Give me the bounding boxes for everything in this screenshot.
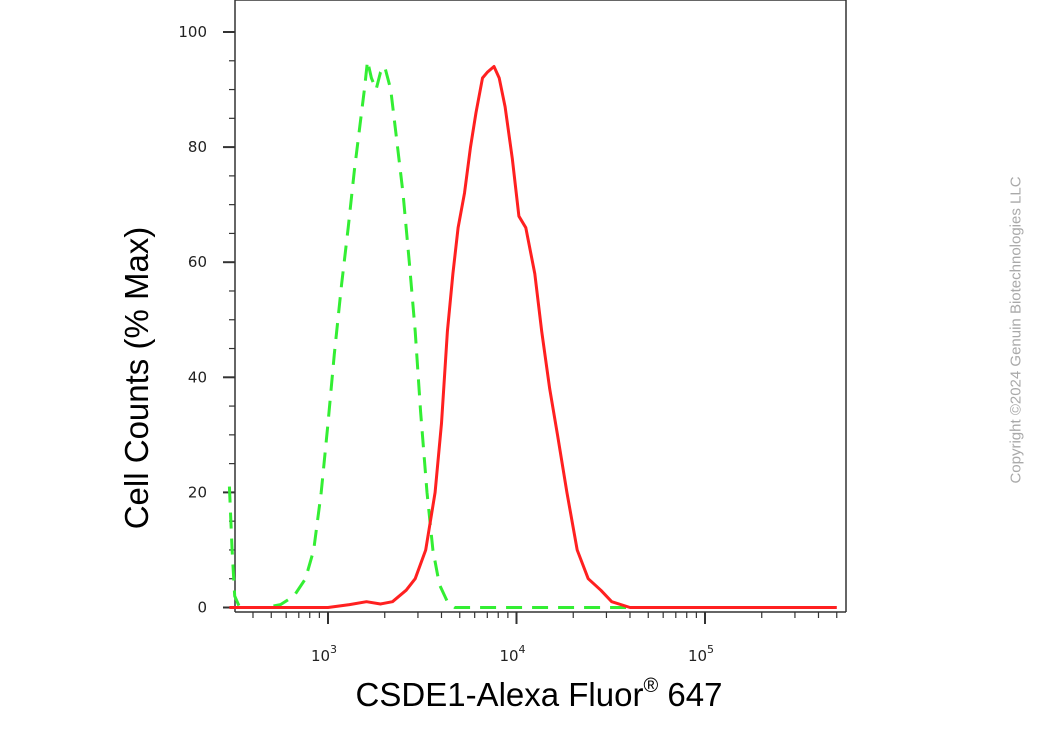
y-tick-label: 20 bbox=[188, 483, 207, 501]
series-line-solid bbox=[229, 65, 837, 609]
x-tick-label-base: 10 bbox=[688, 647, 707, 665]
x-tick-label: 105 bbox=[688, 643, 714, 665]
x-tick-label: 104 bbox=[499, 643, 525, 665]
series-layer bbox=[227, 59, 837, 609]
x-tick-label: 103 bbox=[311, 643, 337, 665]
copyright-text: Copyright ©2024 Genuin Biotechnologies L… bbox=[1007, 176, 1025, 484]
x-axis-title-superscript: ® bbox=[643, 675, 658, 697]
x-tick-label-exponent: 3 bbox=[330, 643, 337, 656]
y-tick-label: 40 bbox=[188, 368, 207, 386]
x-tick-label-exponent: 4 bbox=[519, 643, 526, 656]
plot-frame bbox=[234, 0, 847, 613]
x-axis-title: CSDE1-Alexa Fluor® 647 bbox=[356, 675, 723, 713]
y-tick-label: 60 bbox=[188, 253, 207, 271]
y-axis-ticks: 0 20 40 60 80 100 bbox=[178, 23, 235, 617]
series-line-dashed bbox=[227, 59, 837, 609]
y-tick-label: 0 bbox=[197, 599, 207, 617]
x-tick-label-base: 10 bbox=[499, 647, 518, 665]
x-axis-title-main: CSDE1-Alexa Fluor bbox=[356, 676, 644, 713]
x-axis-title-suffix: 647 bbox=[658, 676, 722, 713]
x-axis-ticks: 103 104 105 bbox=[252, 612, 838, 665]
y-axis-title: Cell Counts (% Max) bbox=[118, 227, 155, 530]
y-tick-label: 80 bbox=[188, 138, 207, 156]
x-tick-label-base: 10 bbox=[311, 647, 330, 665]
y-tick-label: 100 bbox=[178, 23, 207, 41]
x-tick-label-exponent: 5 bbox=[707, 643, 714, 656]
